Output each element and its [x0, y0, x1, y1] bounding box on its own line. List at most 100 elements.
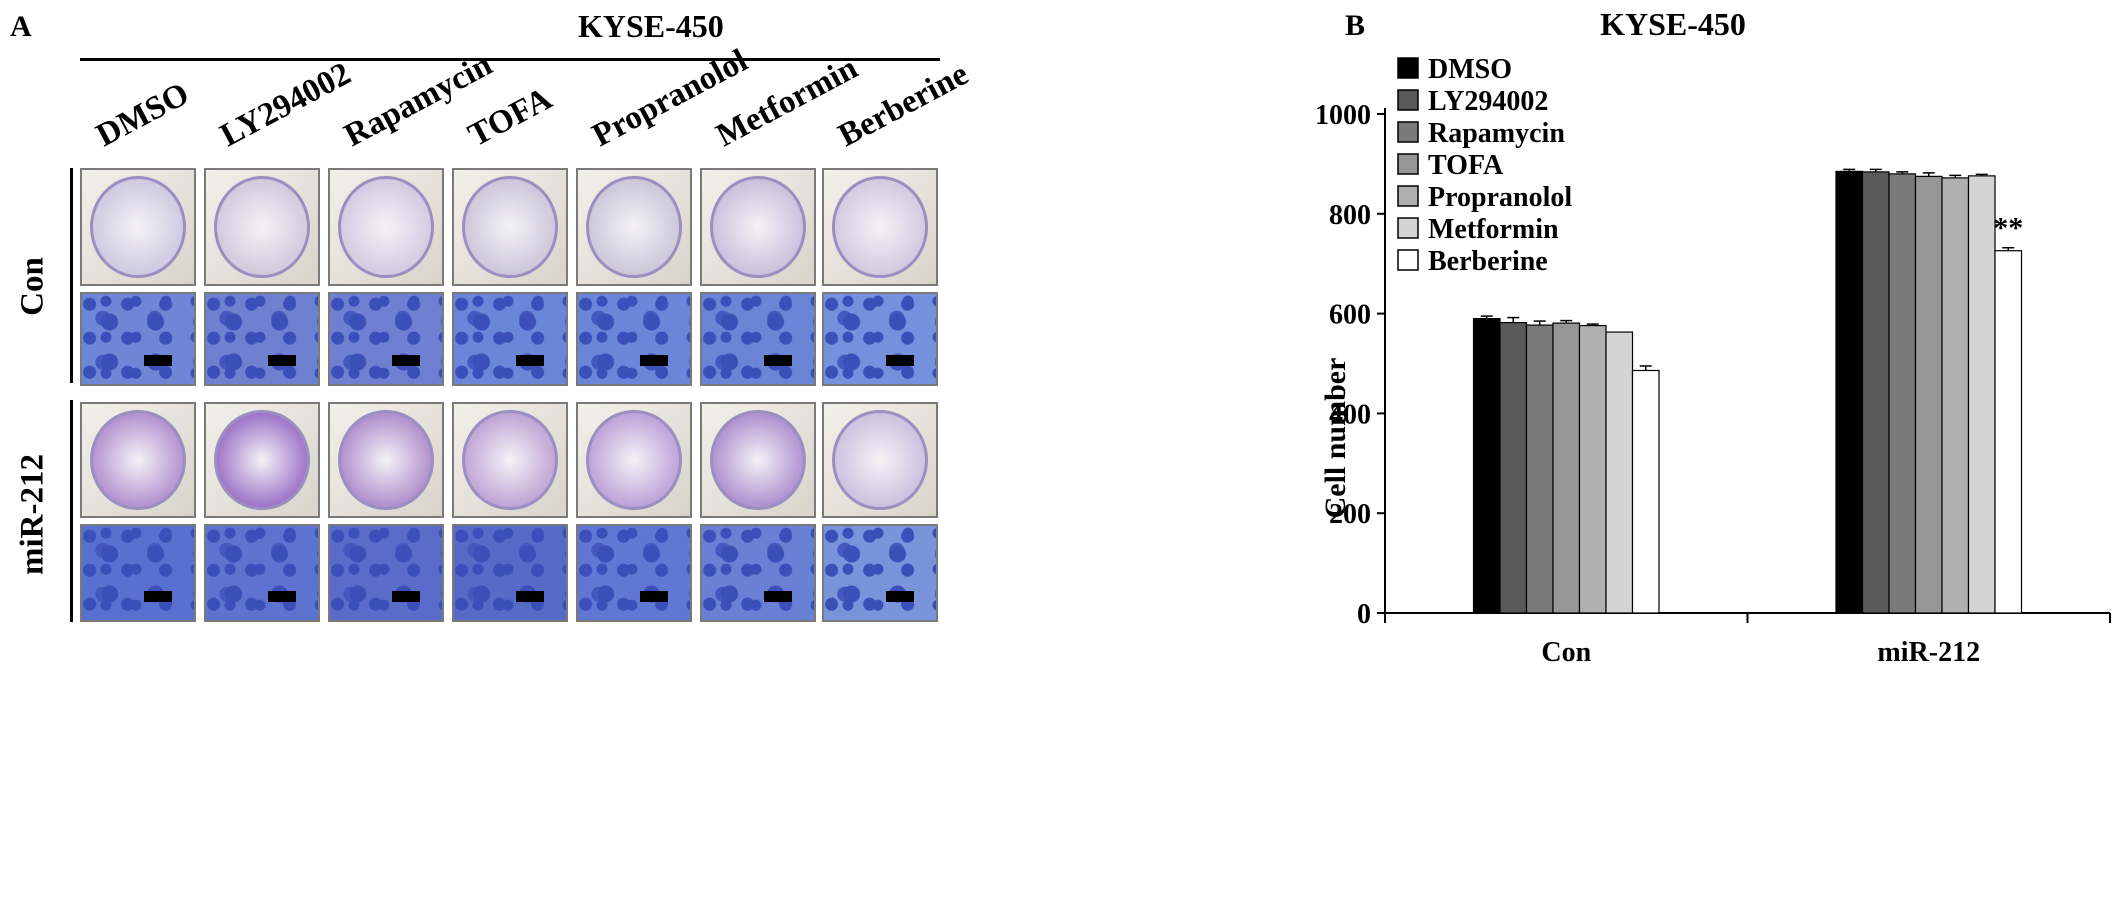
bar-berberine-con [1631, 369, 1660, 614]
legend-label-dmso: DMSO [1428, 54, 1512, 85]
mir212-dish-metformin [700, 402, 816, 518]
legend-swatch-rapamycin [1397, 121, 1419, 143]
mir212-dish-dmso [80, 402, 196, 518]
con-dish-dmso [80, 168, 196, 286]
legend-label-ly294002: LY294002 [1428, 86, 1548, 117]
scale-bar [144, 355, 172, 366]
bar-dmso-mir-212 [1835, 170, 1864, 614]
chart-legend: DMSOLY294002RapamycinTOFAPropranololMetf… [1397, 54, 1572, 277]
scale-bar [764, 591, 792, 602]
culture-plate [461, 175, 559, 279]
y-tick-label: 200 [1329, 499, 1371, 530]
bar-tofa-mir-212 [1914, 175, 1943, 614]
mir212-micro-tofa [452, 524, 568, 622]
chart-title: KYSE-450 [1600, 6, 1746, 42]
culture-plate [89, 409, 187, 511]
legend-label-rapamycin: Rapamycin [1428, 118, 1565, 149]
legend-label-tofa: TOFA [1428, 150, 1504, 181]
legend-swatch-dmso [1397, 57, 1419, 79]
con-dish-tofa [452, 168, 568, 286]
legend-label-metformin: Metformin [1428, 214, 1559, 245]
scale-bar [144, 591, 172, 602]
culture-plate [461, 409, 559, 511]
culture-plate [831, 409, 929, 511]
y-tick-label: 0 [1357, 599, 1371, 630]
bar-rapamycin-mir-212 [1888, 173, 1917, 614]
panel-b-chart: B KYSE-450 0 200 400 600 800 1000 Con miR-212 *… [1315, 6, 2111, 668]
scale-bar [392, 355, 420, 366]
bar-ly294002-mir-212 [1861, 171, 1890, 614]
bar-dmso-con [1472, 317, 1501, 614]
column-label-dmso: DMSO [90, 75, 195, 155]
con-dish-ly294002 [204, 168, 320, 286]
legend-label-propranolol: Propranolol [1428, 182, 1572, 213]
con-micro-dmso [80, 292, 196, 386]
con-dish-berberine [822, 168, 938, 286]
culture-plate [337, 409, 435, 511]
scale-bar [764, 355, 792, 366]
mir212-micro-dmso [80, 524, 196, 622]
legend-swatch-ly294002 [1397, 89, 1419, 111]
bar-ly294002-con [1499, 321, 1528, 614]
con-micro-berberine [822, 292, 938, 386]
panel-b-label: B [1345, 9, 1365, 42]
column-label-tofa: TOFA [462, 80, 558, 155]
con-micro-metformin [700, 292, 816, 386]
culture-plate [213, 409, 311, 511]
legend-swatch-berberine [1397, 249, 1419, 271]
scale-bar [268, 355, 296, 366]
y-tick-label: 400 [1329, 399, 1371, 430]
scale-bar [640, 591, 668, 602]
legend-swatch-metformin [1397, 217, 1419, 239]
legend-swatch-tofa [1397, 153, 1419, 175]
bar-metformin-mir-212 [1967, 175, 1996, 614]
scale-bar [886, 355, 914, 366]
bar-metformin-con [1605, 331, 1634, 614]
con-dish-rapamycin [328, 168, 444, 286]
row-rule-con [70, 168, 73, 383]
scale-bar [268, 591, 296, 602]
column-label-ly294002: LY294002 [214, 55, 357, 155]
y-tick-label: 600 [1329, 300, 1371, 331]
mir212-micro-metformin [700, 524, 816, 622]
con-dish-propranolol [576, 168, 692, 286]
legend-label-berberine: Berberine [1428, 246, 1548, 277]
mir212-dish-propranolol [576, 402, 692, 518]
scale-bar [516, 591, 544, 602]
mir212-dish-ly294002 [204, 402, 320, 518]
con-micro-tofa [452, 292, 568, 386]
culture-plate [709, 175, 807, 279]
scale-bar [392, 591, 420, 602]
significance-annotation: ** [1993, 212, 2023, 245]
culture-plate [585, 409, 683, 511]
mir212-micro-berberine [822, 524, 938, 622]
chart-bars: ** [1472, 168, 2023, 614]
y-tick-label: 800 [1329, 200, 1371, 231]
culture-plate [585, 175, 683, 279]
mir212-dish-berberine [822, 402, 938, 518]
scale-bar [886, 591, 914, 602]
mir212-dish-tofa [452, 402, 568, 518]
panel-a-label: A [10, 10, 32, 43]
legend-swatch-propranolol [1397, 185, 1419, 207]
culture-plate [89, 175, 187, 279]
culture-plate [337, 175, 435, 279]
scale-bar [516, 355, 544, 366]
con-micro-rapamycin [328, 292, 444, 386]
mir212-micro-rapamycin [328, 524, 444, 622]
y-tick-label: 1000 [1315, 100, 1371, 131]
con-micro-propranolol [576, 292, 692, 386]
con-micro-ly294002 [204, 292, 320, 386]
x-tick-label: miR-212 [1877, 637, 1980, 668]
culture-plate [213, 175, 311, 279]
mir212-micro-propranolol [576, 524, 692, 622]
bar-tofa-con [1552, 322, 1581, 614]
row-rule-mir212 [70, 400, 73, 622]
culture-plate [831, 175, 929, 279]
panel-a-title: KYSE-450 [578, 8, 724, 44]
chart-axes: 0 200 400 600 800 1000 Con miR-212 [1315, 100, 2111, 668]
panel-a-title-rule [80, 58, 940, 61]
row-label-mir212: miR-212 [14, 454, 51, 575]
bar-rapamycin-con [1525, 324, 1554, 614]
mir212-dish-rapamycin [328, 402, 444, 518]
